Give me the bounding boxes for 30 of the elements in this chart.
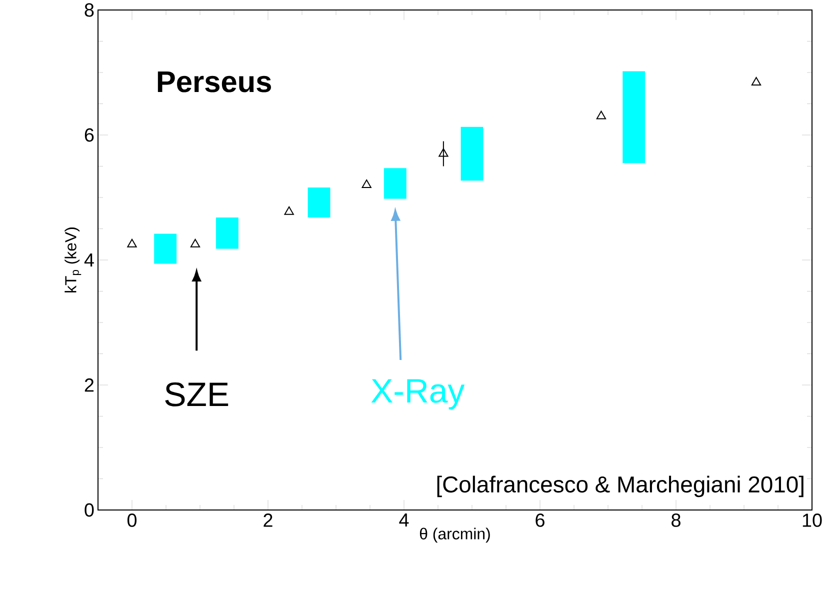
y-tick-label: 6 <box>84 128 94 142</box>
point <box>596 110 606 120</box>
y-tick-label: 0 <box>84 503 94 517</box>
point <box>190 238 200 248</box>
text: X-Ray <box>371 379 465 410</box>
bar <box>308 188 330 218</box>
point <box>284 206 294 215</box>
y-tick-label: 4 <box>84 253 94 267</box>
y-axis-title: kT$_{p}$ (keV) <box>64 228 82 292</box>
point <box>751 77 762 86</box>
x-tick-label: 8 <box>672 514 680 527</box>
bar <box>622 71 646 164</box>
x-axis-title: θ (arcmin) <box>420 528 490 543</box>
point <box>362 180 372 188</box>
text: SZE <box>165 382 228 406</box>
y-tick-label: 2 <box>84 378 94 392</box>
point <box>127 238 137 248</box>
x-tick-label: 0 <box>127 514 137 527</box>
bar <box>154 234 177 264</box>
x-tick-label: 6 <box>536 514 544 527</box>
text: Perseus <box>158 71 271 92</box>
x-tick-label: 4 <box>399 514 409 527</box>
annotation: [Colafrancesco & Marchegiani 2010] <box>437 476 804 498</box>
bar <box>460 126 484 181</box>
x-tick-label: 10 <box>802 514 822 527</box>
point <box>438 148 448 157</box>
y-tick-label: 8 <box>84 3 94 17</box>
x-tick-label: 2 <box>264 514 272 527</box>
bar <box>216 218 238 249</box>
bar <box>384 168 406 199</box>
